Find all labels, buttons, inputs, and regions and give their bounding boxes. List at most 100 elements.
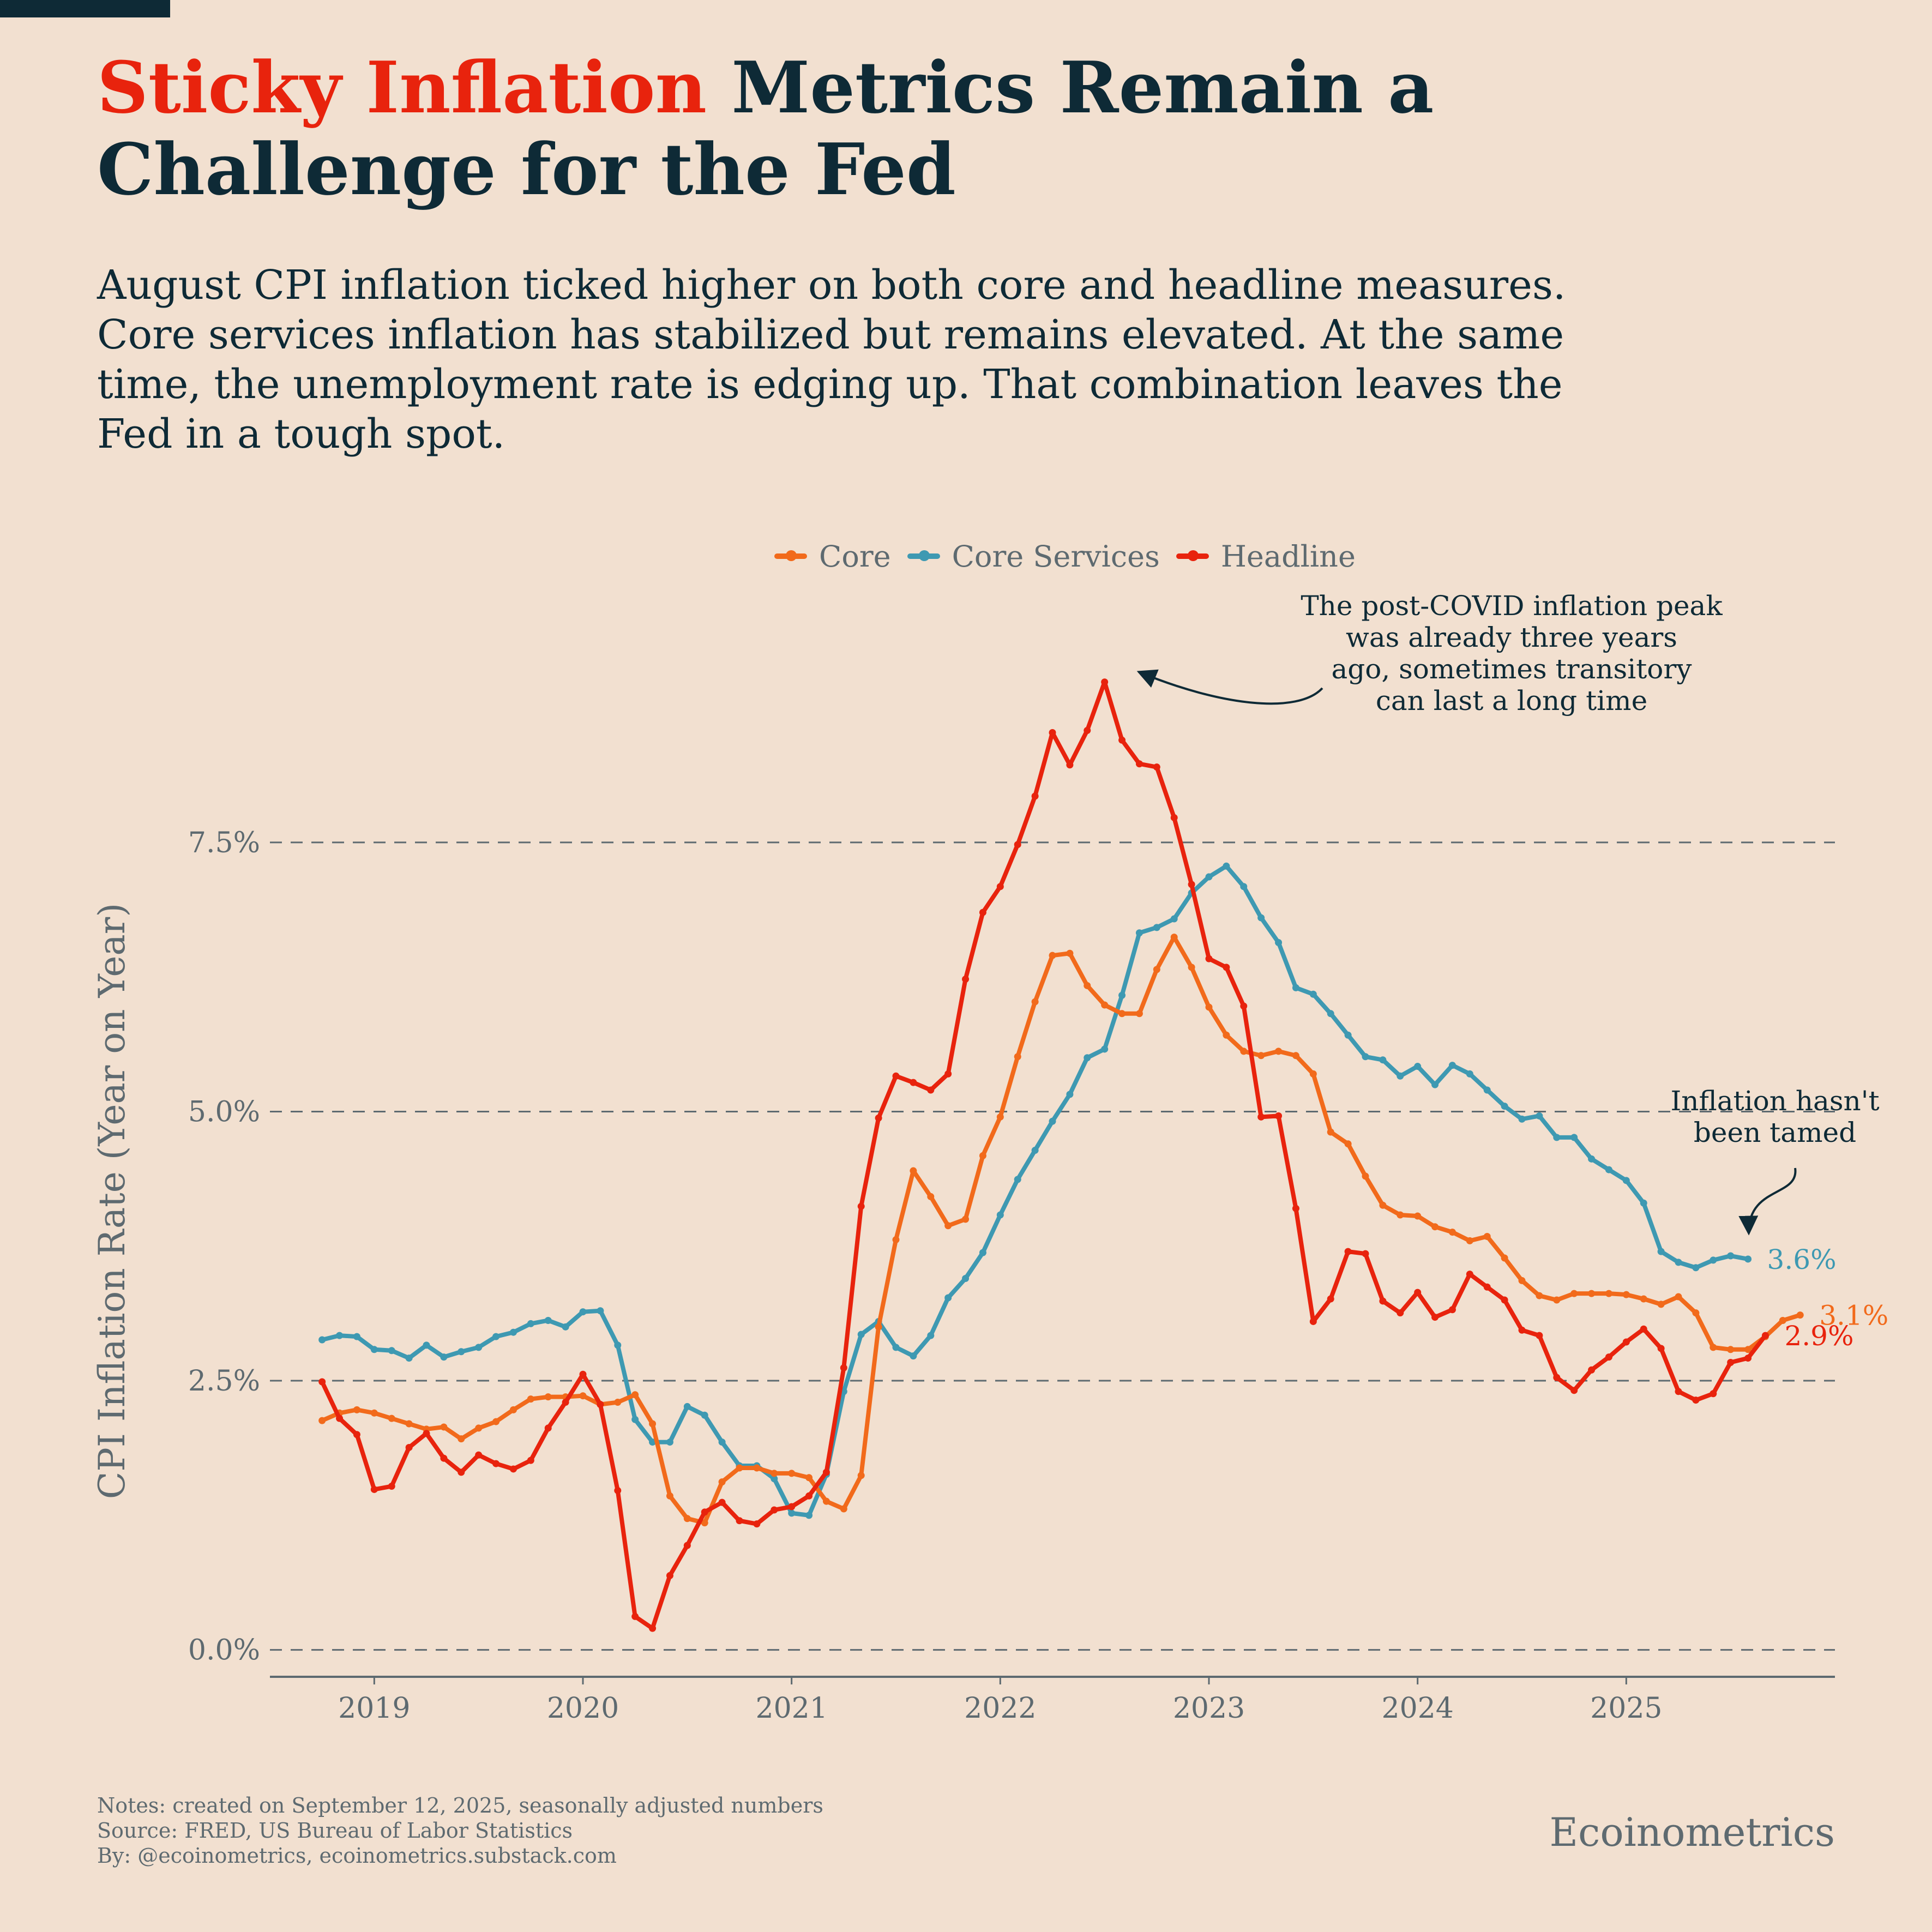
data-point: [718, 1498, 726, 1506]
annotation-tamed-arrow: [1738, 1167, 1797, 1236]
data-point: [1292, 1052, 1299, 1060]
data-point: [1257, 914, 1265, 922]
series-core-services: 3.6%: [318, 862, 1837, 1519]
data-point: [1327, 1128, 1334, 1136]
data-point: [701, 1508, 708, 1516]
data-point: [1588, 1290, 1596, 1297]
chart-subtitle: August CPI inflation ticked higher on bo…: [97, 262, 1566, 458]
data-point: [1344, 1140, 1352, 1148]
data-point: [1379, 1201, 1387, 1209]
data-point: [544, 1316, 552, 1324]
data-point: [1414, 1063, 1422, 1070]
data-point: [509, 1406, 517, 1413]
data-point: [910, 1079, 917, 1086]
data-point: [1084, 727, 1091, 735]
series-line: [320, 679, 1768, 1631]
data-point: [1205, 873, 1213, 881]
data-point: [1553, 1296, 1561, 1304]
title-rest: Metrics Remain a Challenge for the Fed: [97, 46, 1434, 211]
data-point: [1727, 1346, 1735, 1353]
data-point: [1605, 1353, 1612, 1361]
data-point: [1031, 998, 1039, 1006]
data-point: [544, 1393, 552, 1401]
data-point: [405, 1443, 413, 1451]
data-point: [788, 1509, 796, 1517]
data-point: [1362, 1053, 1369, 1061]
data-point: [666, 1439, 673, 1446]
data-point: [875, 1323, 882, 1331]
y-axis-label: CPI Inflation Rate (Year on Year): [91, 903, 133, 1499]
axes: 0.0% 2.5% 5.0% 7.5% 2019 2020 2021 2022 2023 2024…: [91, 827, 1835, 1725]
data-point: [927, 1086, 935, 1094]
data-point: [579, 1308, 587, 1316]
data-point: [1379, 1056, 1387, 1064]
data-point: [1518, 1277, 1526, 1284]
data-point: [1727, 1252, 1735, 1260]
data-point: [1170, 934, 1178, 941]
data-point: [1744, 1355, 1752, 1362]
legend-label-core: Core: [819, 539, 891, 574]
line-chart: 0.0% 2.5% 5.0% 7.5% 2019 2020 2021 2022 2023 2024…: [91, 590, 1888, 1725]
data-point: [1309, 1070, 1317, 1078]
data-point: [1153, 763, 1160, 771]
data-point: [1796, 1311, 1804, 1319]
y-tick-label: 7.5%: [188, 827, 260, 859]
data-point: [1101, 1045, 1109, 1053]
data-point: [440, 1423, 448, 1431]
data-point: [1309, 990, 1317, 998]
data-point: [458, 1348, 465, 1356]
data-point: [1605, 1290, 1612, 1297]
data-point: [405, 1420, 413, 1428]
data-point: [597, 1400, 604, 1408]
data-point: [649, 1420, 657, 1428]
legend-item-headline: Headline: [1176, 539, 1356, 574]
data-point: [1327, 1295, 1334, 1303]
data-point: [718, 1439, 726, 1446]
data-point: [1257, 1113, 1265, 1121]
data-point: [1518, 1326, 1526, 1334]
data-point: [1362, 1250, 1369, 1257]
data-point: [1692, 1264, 1700, 1272]
data-point: [614, 1486, 622, 1494]
legend-swatch-core: [774, 550, 807, 561]
data-point: [318, 1417, 326, 1424]
data-point: [492, 1333, 500, 1340]
data-point: [1640, 1325, 1647, 1333]
data-point: [579, 1370, 587, 1378]
data-point: [1657, 1345, 1665, 1352]
data-point: [1414, 1212, 1422, 1220]
data-point: [1205, 1003, 1213, 1011]
annotation-line: was already three years: [1346, 622, 1677, 653]
data-point: [1170, 915, 1178, 923]
data-point: [597, 1307, 604, 1315]
data-point: [996, 1113, 1004, 1121]
data-point: [1727, 1358, 1735, 1366]
data-point: [475, 1344, 483, 1351]
data-point: [1031, 1147, 1039, 1154]
end-label: 3.1%: [1819, 1300, 1888, 1332]
data-point: [1118, 736, 1126, 744]
data-point: [1657, 1248, 1665, 1255]
brand-logo-text: Ecoinometrics: [1549, 1809, 1835, 1855]
data-point: [1431, 1223, 1439, 1231]
source-line: Source: FRED, US Bureau of Labor Statist…: [97, 1819, 573, 1843]
data-point: [771, 1506, 778, 1514]
data-point: [666, 1492, 673, 1500]
legend-label-core-services: Core Services: [952, 539, 1160, 574]
data-point: [1431, 1081, 1439, 1088]
data-point: [805, 1474, 813, 1482]
annotation-line: been tamed: [1694, 1117, 1856, 1148]
data-point: [1605, 1166, 1612, 1173]
series-line: [320, 864, 1750, 1518]
data-point: [857, 1331, 865, 1338]
data-point: [1118, 1010, 1126, 1018]
data-point: [458, 1468, 465, 1476]
data-point: [1588, 1155, 1596, 1163]
data-point: [805, 1512, 813, 1519]
data-point: [1570, 1290, 1578, 1297]
data-point: [1188, 881, 1195, 888]
data-point: [857, 1472, 865, 1479]
data-point: [683, 1515, 691, 1522]
annotations: The post-COVID inflation peak was already…: [1136, 590, 1880, 1236]
data-point: [1014, 1053, 1021, 1061]
